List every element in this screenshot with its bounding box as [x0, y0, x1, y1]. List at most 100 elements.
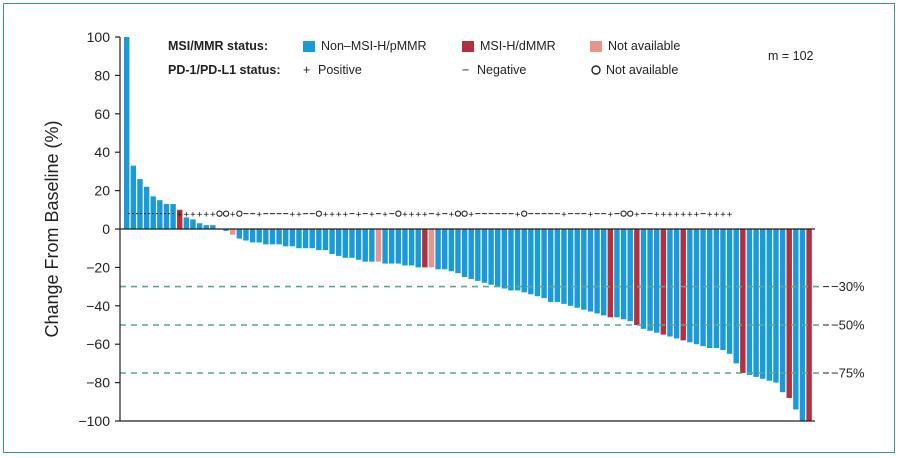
- bar: [614, 229, 620, 318]
- legend-swatch-non-msi: [303, 41, 315, 52]
- pd-status-row: + + + + + + + + + + + + + + + + + + + + + + + + + + + + + + + + + + + + + + + +: [128, 210, 733, 220]
- bar: [687, 229, 693, 343]
- bar: [369, 229, 375, 262]
- pd-positive-marker: +: [687, 210, 693, 220]
- bar: [601, 229, 607, 316]
- legend-label-msi-na: Not available: [608, 39, 680, 53]
- pd-not-available-marker: [216, 210, 223, 217]
- pd-positive-marker: +: [515, 210, 521, 220]
- legend-label-msi-h: MSI-H/dMMR: [480, 39, 556, 53]
- bar: [157, 200, 163, 229]
- bar: [203, 225, 209, 229]
- bar: [130, 165, 137, 229]
- pd-positive-marker: +: [184, 210, 190, 220]
- pd-positive-marker: +: [204, 210, 210, 220]
- bar: [634, 229, 640, 325]
- bar: [567, 229, 574, 306]
- bar: [534, 229, 541, 297]
- bar: [283, 229, 289, 247]
- bar: [528, 229, 534, 295]
- bar: [667, 229, 673, 337]
- bar: [395, 229, 402, 264]
- pd-positive-marker: +: [634, 210, 640, 220]
- bar: [408, 229, 415, 266]
- pd-not-available-marker: [627, 210, 634, 217]
- bar: [746, 229, 753, 375]
- pd-positive-marker: +: [257, 210, 263, 220]
- legend-label-positive: Positive: [318, 63, 362, 77]
- reference-label: −75%: [831, 366, 865, 381]
- pd-positive-marker: +: [707, 210, 713, 220]
- bar: [554, 229, 561, 302]
- bar: [342, 229, 349, 258]
- bar: [720, 229, 726, 350]
- bar: [647, 229, 653, 331]
- y-tick-label: −80: [86, 375, 110, 391]
- bar: [607, 229, 614, 318]
- bar: [163, 204, 170, 229]
- bar: [581, 229, 587, 310]
- y-axis-label: Change From Baseline (%): [42, 120, 62, 337]
- y-tick-label: 60: [94, 106, 110, 122]
- bar: [766, 229, 773, 381]
- reference-label: −30%: [831, 279, 865, 294]
- y-tick-label: −60: [86, 336, 110, 352]
- pd-positive-marker: +: [681, 210, 687, 220]
- bar: [501, 229, 508, 289]
- legend-symbol-na-circle: [591, 65, 601, 75]
- bar: [793, 229, 799, 410]
- pd-positive-marker: +: [694, 210, 700, 220]
- bar: [302, 229, 309, 249]
- bar: [210, 225, 216, 229]
- pd-positive-marker: +: [422, 210, 428, 220]
- bar: [733, 229, 739, 364]
- bar: [753, 229, 759, 377]
- bar: [548, 229, 554, 302]
- reference-label: −50%: [831, 318, 865, 333]
- bar: [673, 229, 680, 339]
- reference-lines: −30% −50% −75%: [120, 279, 865, 381]
- bar: [707, 229, 713, 349]
- bar: [700, 229, 706, 347]
- bar: [329, 229, 335, 254]
- y-tick-label: −100: [78, 413, 110, 429]
- pd-positive-marker: +: [369, 210, 375, 220]
- bar: [481, 229, 488, 283]
- pd-positive-marker: +: [343, 210, 349, 220]
- legend: MSI/MMR status: Non–MSI-H/pMMR MSI-H/dMM…: [168, 39, 814, 77]
- y-ticks: 100 80 60 40 20 0 −20 −40 −60 −80 −100: [78, 29, 120, 429]
- bar: [170, 204, 176, 229]
- bar: [779, 229, 786, 393]
- legend-label-non-msi: Non–MSI-H/pMMR: [321, 39, 427, 53]
- pd-positive-marker: +: [323, 210, 329, 220]
- bar: [389, 229, 395, 264]
- bar: [256, 229, 262, 243]
- bar: [190, 219, 196, 229]
- bar: [760, 229, 766, 379]
- bar: [143, 186, 150, 229]
- y-tick-label: 40: [94, 144, 110, 160]
- bar: [475, 229, 481, 281]
- pd-positive-marker: +: [674, 210, 680, 220]
- bar: [269, 229, 276, 245]
- pd-positive-marker: +: [449, 210, 455, 220]
- bar: [263, 229, 269, 245]
- pd-legend-heading: PD-1/PD-L1 status:: [168, 63, 281, 77]
- bar: [640, 229, 647, 329]
- legend-symbol-positive: +: [303, 63, 310, 77]
- y-tick-label: 80: [94, 67, 110, 83]
- bar: [713, 229, 720, 349]
- msi-legend-heading: MSI/MMR status:: [168, 39, 268, 53]
- bar: [296, 229, 302, 249]
- bar: [230, 229, 236, 235]
- pd-not-available-marker: [315, 210, 322, 217]
- sample-size-annotation: m = 102: [768, 49, 814, 63]
- bar: [362, 229, 368, 262]
- bar: [289, 229, 296, 247]
- bar: [514, 229, 521, 291]
- bar: [428, 229, 435, 268]
- pd-positive-marker: +: [296, 210, 302, 220]
- bar: [786, 229, 792, 398]
- bar: [561, 229, 567, 304]
